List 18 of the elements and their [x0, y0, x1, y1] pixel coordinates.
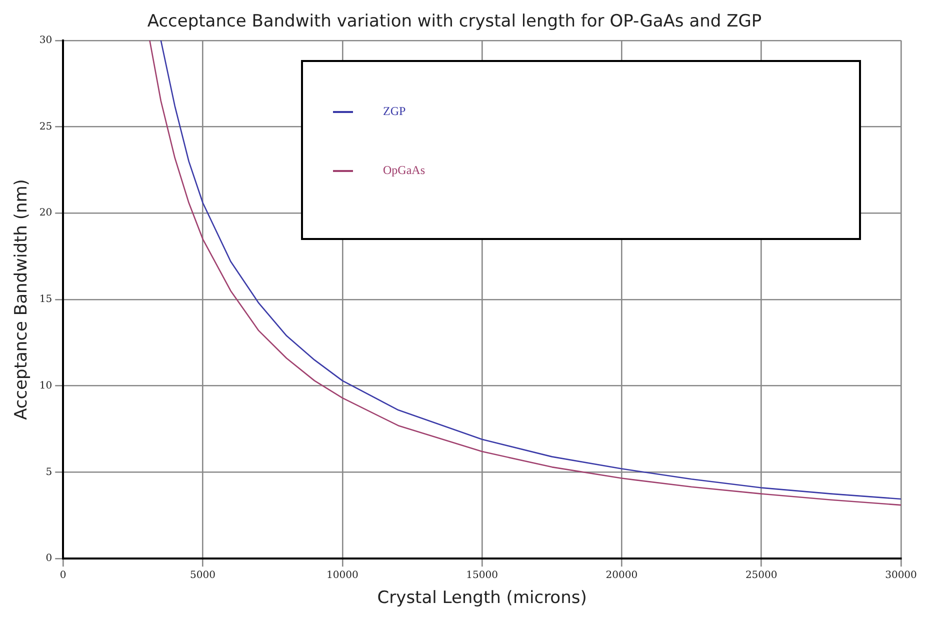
x-tick-label: 30000 — [885, 570, 917, 582]
x-axis-title: Crystal Length (microns) — [377, 588, 587, 608]
x-tick-label: 15000 — [466, 570, 498, 582]
y-tick-label: 5 — [46, 466, 52, 478]
x-tick-label: 25000 — [745, 570, 778, 582]
y-tick-label: 0 — [46, 553, 52, 564]
x-tick-label: 5000 — [190, 570, 216, 582]
legend: ZGP OpGaAs — [301, 60, 861, 240]
y-tick-label: 30 — [39, 34, 52, 46]
chart-title: Acceptance Bandwith variation with crystal length for OP-GaAs and ZGP — [147, 12, 762, 32]
y-axis-title: Acceptance Bandwidth (nm) — [12, 179, 32, 420]
y-tick-label: 15 — [39, 294, 52, 306]
x-tick-label: 10000 — [326, 570, 358, 582]
y-tick-label: 25 — [39, 121, 52, 132]
y-tick-label: 10 — [39, 380, 52, 392]
y-tick-label: 20 — [39, 208, 52, 219]
x-tick-label: 0 — [60, 570, 66, 582]
x-tick-label: 20000 — [606, 570, 638, 582]
